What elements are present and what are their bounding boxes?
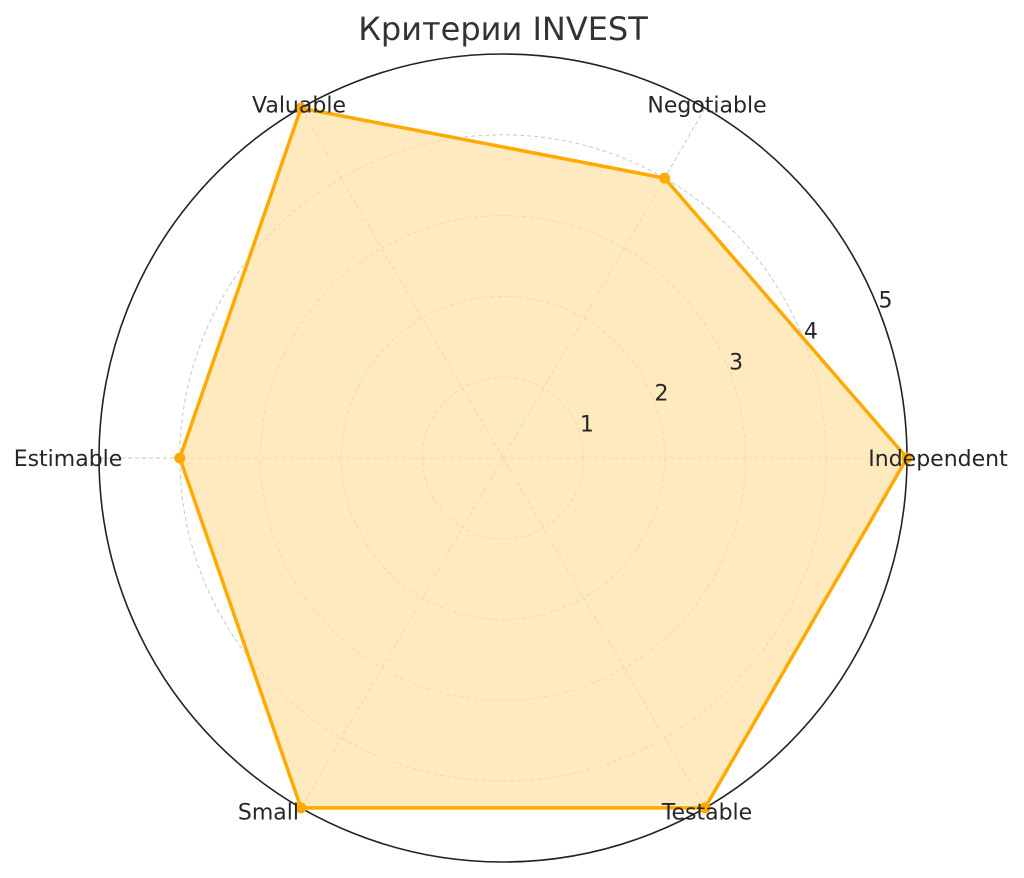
axis-label-independent: Independent [868, 447, 1008, 472]
r-tick-label-4: 4 [804, 319, 818, 344]
axis-label-testable: Testable [661, 800, 752, 825]
axis-label-valuable: Valuable [252, 94, 346, 119]
r-tick-label-3: 3 [729, 350, 743, 375]
r-tick-label-5: 5 [878, 289, 892, 314]
axis-label-estimable: Estimable [14, 447, 123, 472]
data-series [174, 103, 912, 814]
data-point-negotiable [659, 173, 670, 184]
axis-label-negotiable: Negotiable [647, 94, 766, 119]
axis-label-small: Small [238, 800, 299, 825]
chart-title: Критерии INVEST [358, 10, 648, 48]
series-area [180, 108, 907, 808]
r-tick-label-1: 1 [580, 412, 594, 437]
data-point-estimable [174, 453, 185, 464]
r-tick-label-2: 2 [655, 381, 669, 406]
